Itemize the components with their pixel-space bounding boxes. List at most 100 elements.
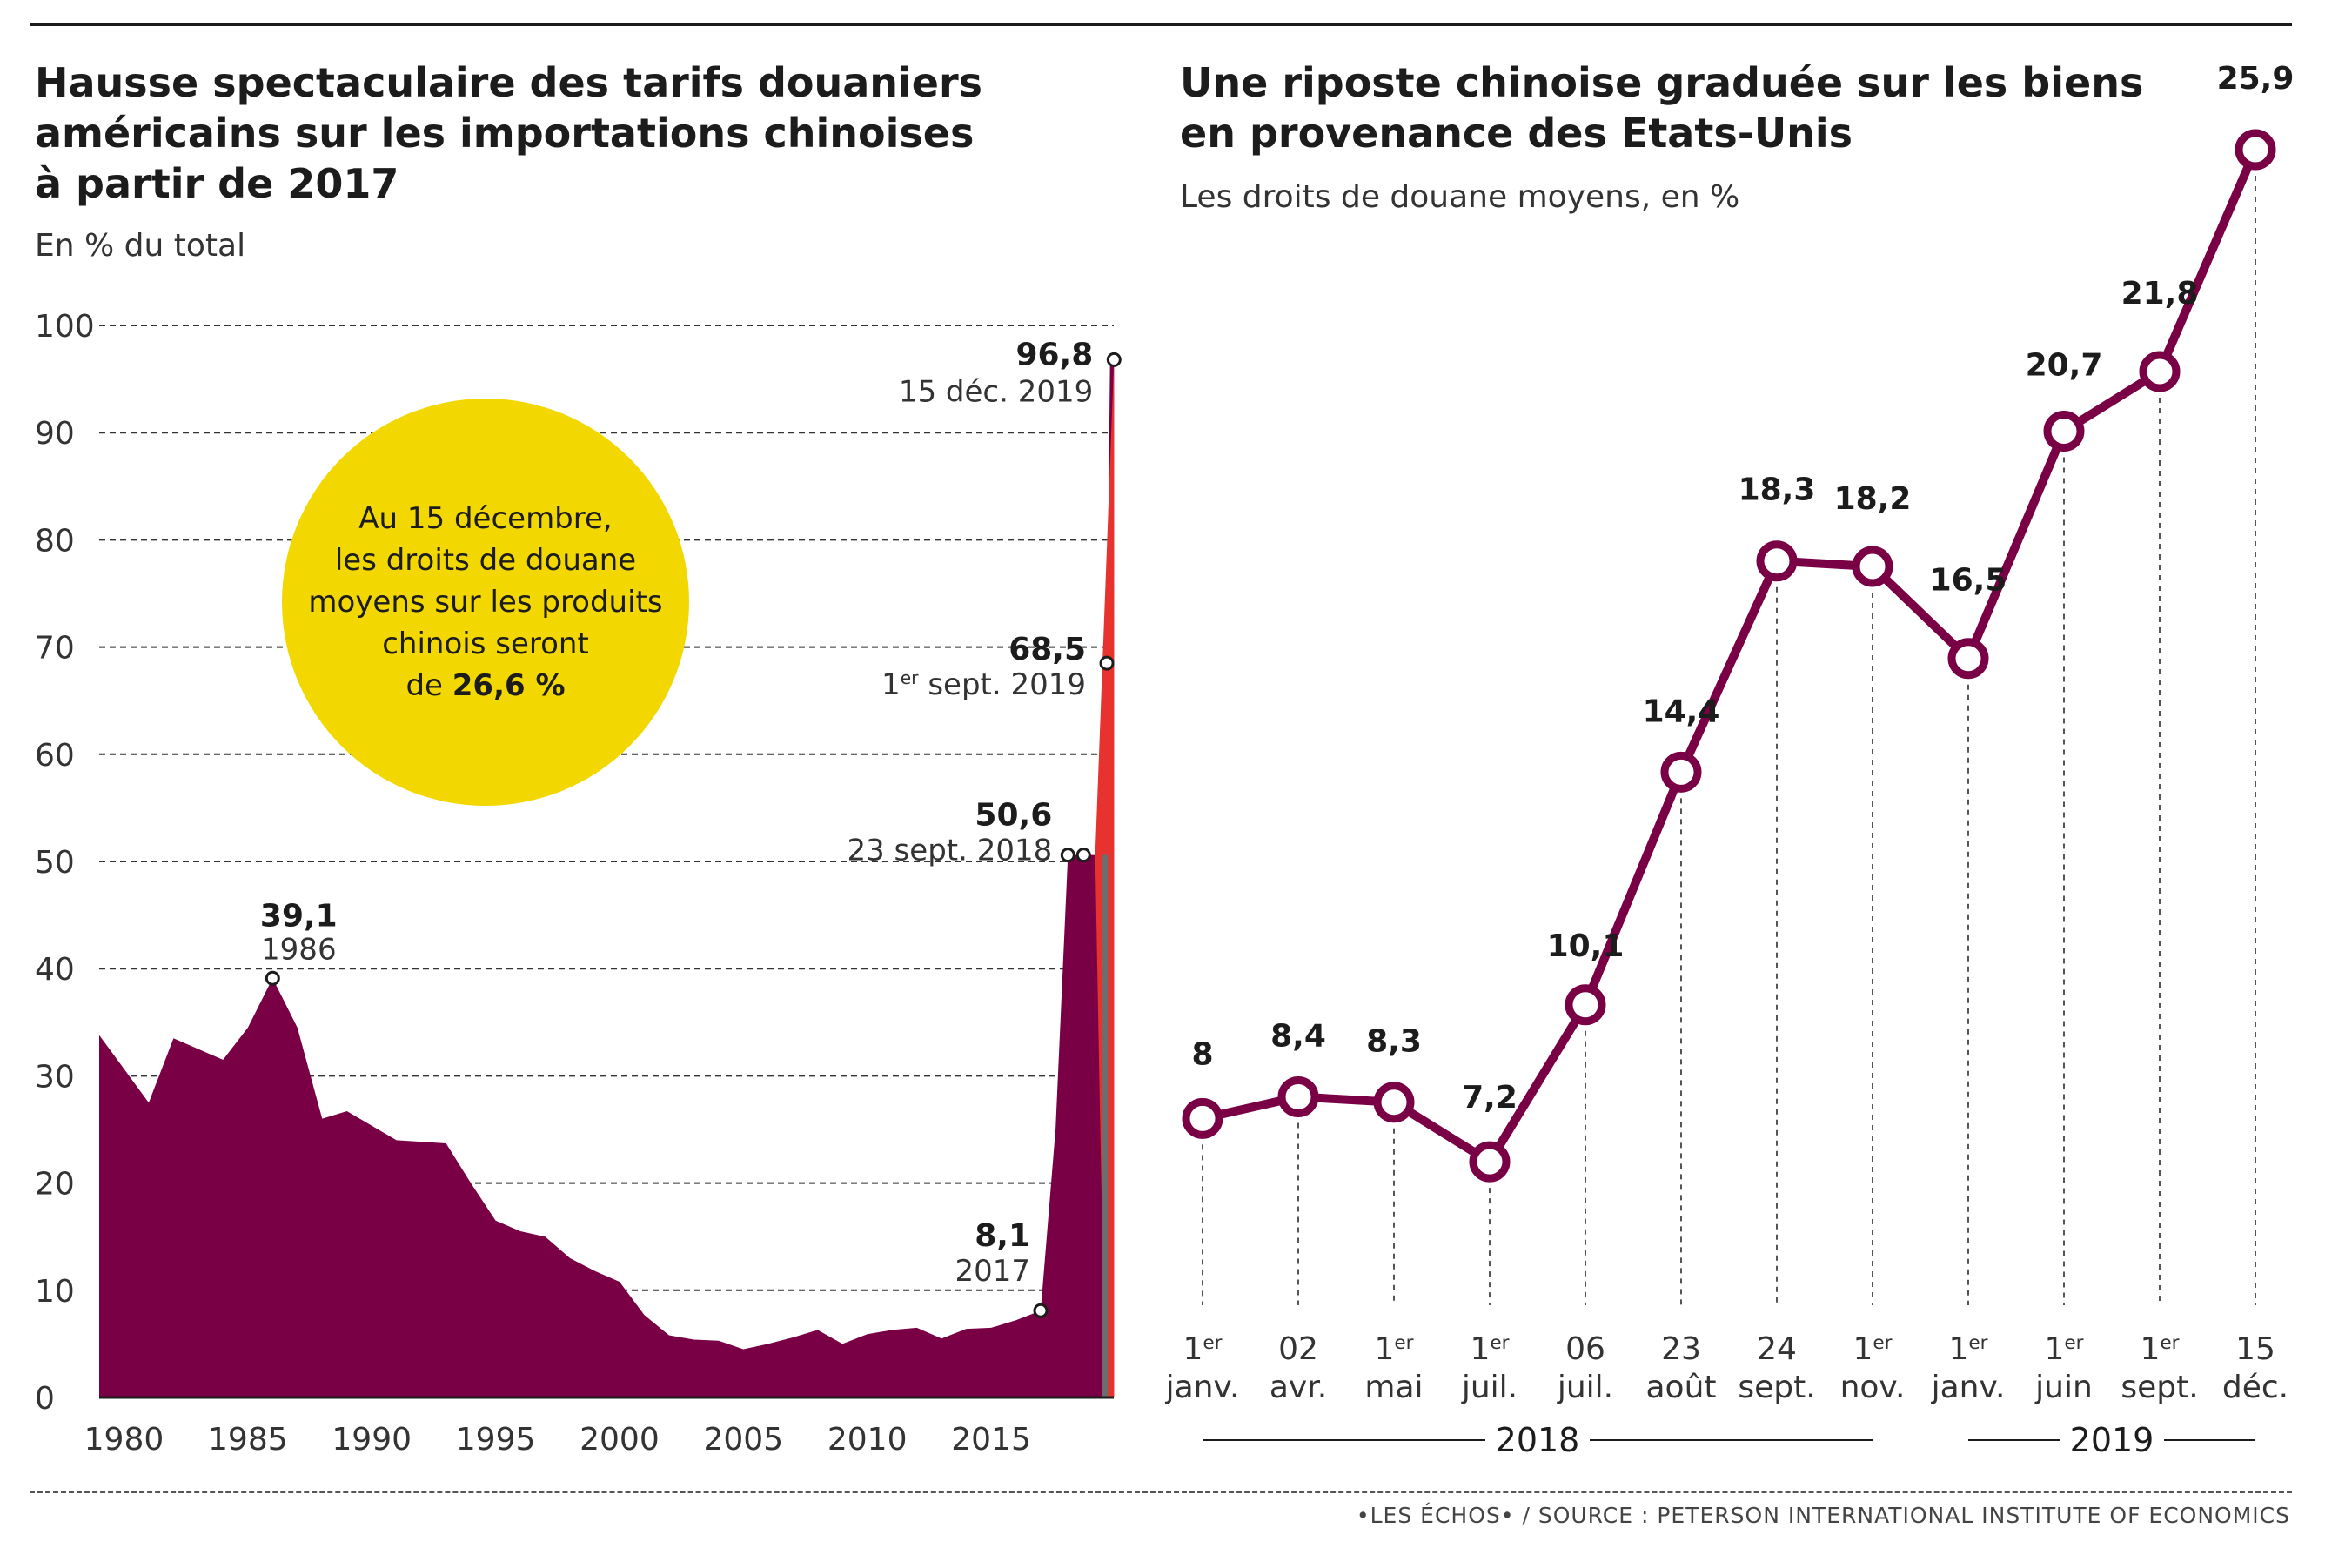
x-label-top: 15 (2235, 1331, 2275, 1367)
data-point-marker (1852, 546, 1893, 587)
value-label: 18,3 (1739, 472, 1816, 508)
data-point-marker (2235, 129, 2276, 171)
x-tick-label: 1990 (332, 1422, 412, 1457)
value-label: 50,6 (975, 798, 1052, 834)
callout-bubble: Au 15 décembre, les droits de douane moy… (282, 399, 689, 806)
x-label-top: 1er (1183, 1331, 1222, 1367)
data-point-marker (1565, 984, 1606, 1026)
x-label-bottom: nov. (1840, 1370, 1906, 1405)
x-label-top: 1er (1470, 1331, 1509, 1367)
value-label: 21,8 (2121, 276, 2199, 312)
callout-line: de 26,6 % (303, 665, 668, 707)
data-point-marker (1660, 751, 1702, 793)
data-point-marker (1099, 655, 1115, 671)
y-tick-label: 10 (35, 1274, 75, 1310)
data-point-marker (265, 970, 280, 986)
left-title-line: à partir de 2017 (35, 160, 399, 207)
value-label: 8,3 (1366, 1024, 1422, 1060)
x-label-bottom: déc. (2222, 1370, 2288, 1405)
data-point-marker (1182, 1097, 1223, 1139)
data-point-marker (2139, 351, 2181, 392)
value-label: 8,4 (1270, 1019, 1326, 1055)
value-label: 39,1 (260, 898, 338, 934)
y-tick-label: 60 (35, 738, 75, 774)
x-tick-label: 1995 (456, 1422, 536, 1457)
source-credit: •LES ÉCHOS• / SOURCE : PETERSON INTERNAT… (1356, 1503, 2290, 1528)
right-title-line: Une riposte chinoise graduée sur les bie… (1180, 59, 2144, 106)
x-label-bottom: avr. (1270, 1370, 1327, 1405)
callout-text: Au 15 décembre, les droits de douane moy… (303, 498, 668, 707)
left-title-line: Hausse spectaculaire des tarifs douanier… (35, 59, 983, 106)
data-point-marker (1469, 1141, 1511, 1183)
spike-edge (1102, 854, 1109, 1397)
date-label: 2017 (955, 1254, 1030, 1289)
bottom-rule (30, 1491, 2292, 1493)
y-tick-label: 100 (35, 309, 95, 345)
x-label-top: 24 (1757, 1331, 1797, 1367)
tariff-area (99, 359, 1115, 1397)
x-label-top: 1er (1374, 1331, 1413, 1367)
value-label: 16,5 (1930, 563, 2007, 599)
value-label: 8,1 (975, 1218, 1030, 1254)
data-point-marker (1033, 1303, 1049, 1318)
data-point-marker (1106, 352, 1122, 367)
date-label: 1er sept. 2019 (881, 667, 1086, 702)
right-chart-subtitle: Les droits de douane moyens, en % (1180, 179, 1740, 215)
data-point-marker (1756, 540, 1798, 582)
x-label-top: 23 (1661, 1331, 1701, 1367)
value-label: 20,7 (2026, 347, 2103, 383)
value-label: 8 (1191, 1036, 1213, 1072)
x-tick-label: 2015 (951, 1422, 1031, 1457)
date-label: 23 sept. 2018 (847, 834, 1052, 868)
right-title-line: en provenance des Etats-Unis (1180, 110, 1853, 157)
data-point-marker (1060, 848, 1075, 863)
value-label: 7,2 (1462, 1080, 1518, 1116)
y-tick-label: 30 (35, 1059, 75, 1095)
callout-line: moyens sur les produits (308, 585, 663, 620)
x-label-top: 06 (1565, 1331, 1605, 1367)
left-chart-subtitle: En % du total (35, 228, 246, 264)
data-point-marker (1373, 1082, 1415, 1123)
callout-line: Au 15 décembre, (358, 501, 613, 536)
y-tick-label: 40 (35, 952, 75, 988)
x-label-bottom: juil. (1461, 1370, 1518, 1405)
data-point-marker (2043, 410, 2085, 452)
us-tariffs-area-chart: 0 10 20 30 40 50 60 70 80 90 100 1980 1985 1990 1995 20… (35, 309, 1122, 1457)
x-label-bottom: juin (2034, 1370, 2093, 1405)
x-label-bottom: janv. (1931, 1370, 2006, 1405)
callout-prefix: de (405, 668, 452, 703)
value-label: 68,5 (1008, 632, 1086, 667)
y-tick-label: 20 (35, 1167, 75, 1203)
x-label-bottom: juil. (1557, 1370, 1613, 1405)
x-label-bottom: mai (1364, 1370, 1423, 1405)
y-tick-label: 90 (35, 416, 75, 452)
value-label: 10,1 (1547, 928, 1625, 964)
x-label-bottom: août (1645, 1370, 1716, 1405)
value-label: 25,9 (2217, 61, 2295, 97)
y-tick-label: 0 (35, 1381, 55, 1417)
callout-line: les droits de douane (334, 543, 637, 578)
y-tick-label: 70 (35, 631, 75, 667)
china-tariffs-line-chart: 8 8,4 8,3 7,2 10,1 14,4 18,3 18,2 16,5 20,7 21,8 25… (1165, 61, 2295, 1459)
x-label-top: 1er (2044, 1331, 2083, 1367)
date-label: 1986 (261, 932, 337, 967)
x-label-bottom: sept. (2121, 1370, 2198, 1405)
x-label-top: 1er (1853, 1331, 1892, 1367)
y-tick-label: 50 (35, 845, 75, 881)
tariff-line (1201, 148, 2260, 1167)
data-point-marker (1075, 848, 1091, 863)
x-tick-label: 2005 (704, 1422, 784, 1457)
year-label: 2018 (1496, 1421, 1580, 1459)
x-label-top: 02 (1278, 1331, 1318, 1367)
callout-value: 26,6 % (452, 668, 566, 703)
x-label-bottom: sept. (1738, 1370, 1815, 1405)
value-label: 96,8 (1015, 337, 1093, 372)
value-label: 18,2 (1834, 481, 1912, 517)
x-label-bottom: janv. (1165, 1370, 1240, 1405)
x-tick-label: 1985 (208, 1422, 288, 1457)
left-chart-title: Hausse spectaculaire des tarifs douanier… (35, 57, 982, 209)
year-label: 2019 (2070, 1421, 2154, 1459)
x-tick-label: 2010 (827, 1422, 908, 1457)
x-tick-label: 1980 (84, 1422, 164, 1457)
